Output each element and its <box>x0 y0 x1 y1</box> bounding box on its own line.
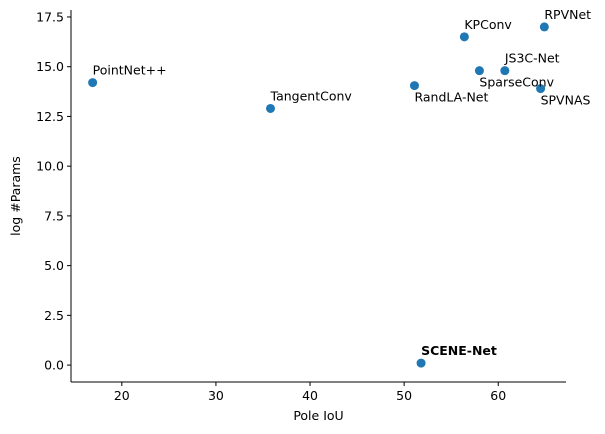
point-label: SCENE-Net <box>421 343 497 358</box>
data-points <box>88 22 549 368</box>
y-tick-label: 0.0 <box>44 358 64 373</box>
y-tick-label: 15.0 <box>36 59 64 74</box>
data-point <box>409 81 419 91</box>
point-label: SPVNAS <box>541 93 591 108</box>
data-point <box>539 22 549 32</box>
x-tick-label: 30 <box>208 388 224 403</box>
data-point <box>474 66 484 76</box>
point-label: TangentConv <box>270 88 353 103</box>
x-tick-label: 50 <box>396 388 412 403</box>
point-label: JS3C-Net <box>504 51 560 66</box>
x-tick-label: 20 <box>114 388 130 403</box>
point-label: RPVNet <box>544 7 591 22</box>
y-axis-ticks: 0.0 2.5 5.0 7.5 10.0 12.5 15.0 17.5 <box>36 9 71 373</box>
x-axis-ticks: 20 30 40 50 60 <box>114 382 506 403</box>
data-point <box>416 358 426 368</box>
y-axis-label: log #Params <box>8 156 23 236</box>
x-tick-label: 40 <box>302 388 318 403</box>
data-point <box>266 103 276 113</box>
x-tick-label: 60 <box>490 388 506 403</box>
point-label: SparseConv <box>479 75 554 90</box>
data-point <box>536 84 546 94</box>
y-tick-label: 10.0 <box>36 159 64 174</box>
data-point <box>500 66 510 76</box>
point-labels: PointNet++ TangentConv RandLA-Net KPConv Spa… <box>93 7 592 358</box>
y-tick-label: 5.0 <box>44 258 64 273</box>
y-tick-label: 17.5 <box>36 9 64 24</box>
y-tick-label: 2.5 <box>44 308 64 323</box>
y-tick-label: 12.5 <box>36 109 64 124</box>
point-label: RandLA-Net <box>414 90 488 105</box>
point-label: KPConv <box>464 17 512 32</box>
y-tick-label: 7.5 <box>44 208 64 223</box>
data-point <box>459 32 469 42</box>
data-point <box>88 78 98 88</box>
x-axis-label: Pole IoU <box>293 408 343 423</box>
point-label: PointNet++ <box>93 63 167 78</box>
